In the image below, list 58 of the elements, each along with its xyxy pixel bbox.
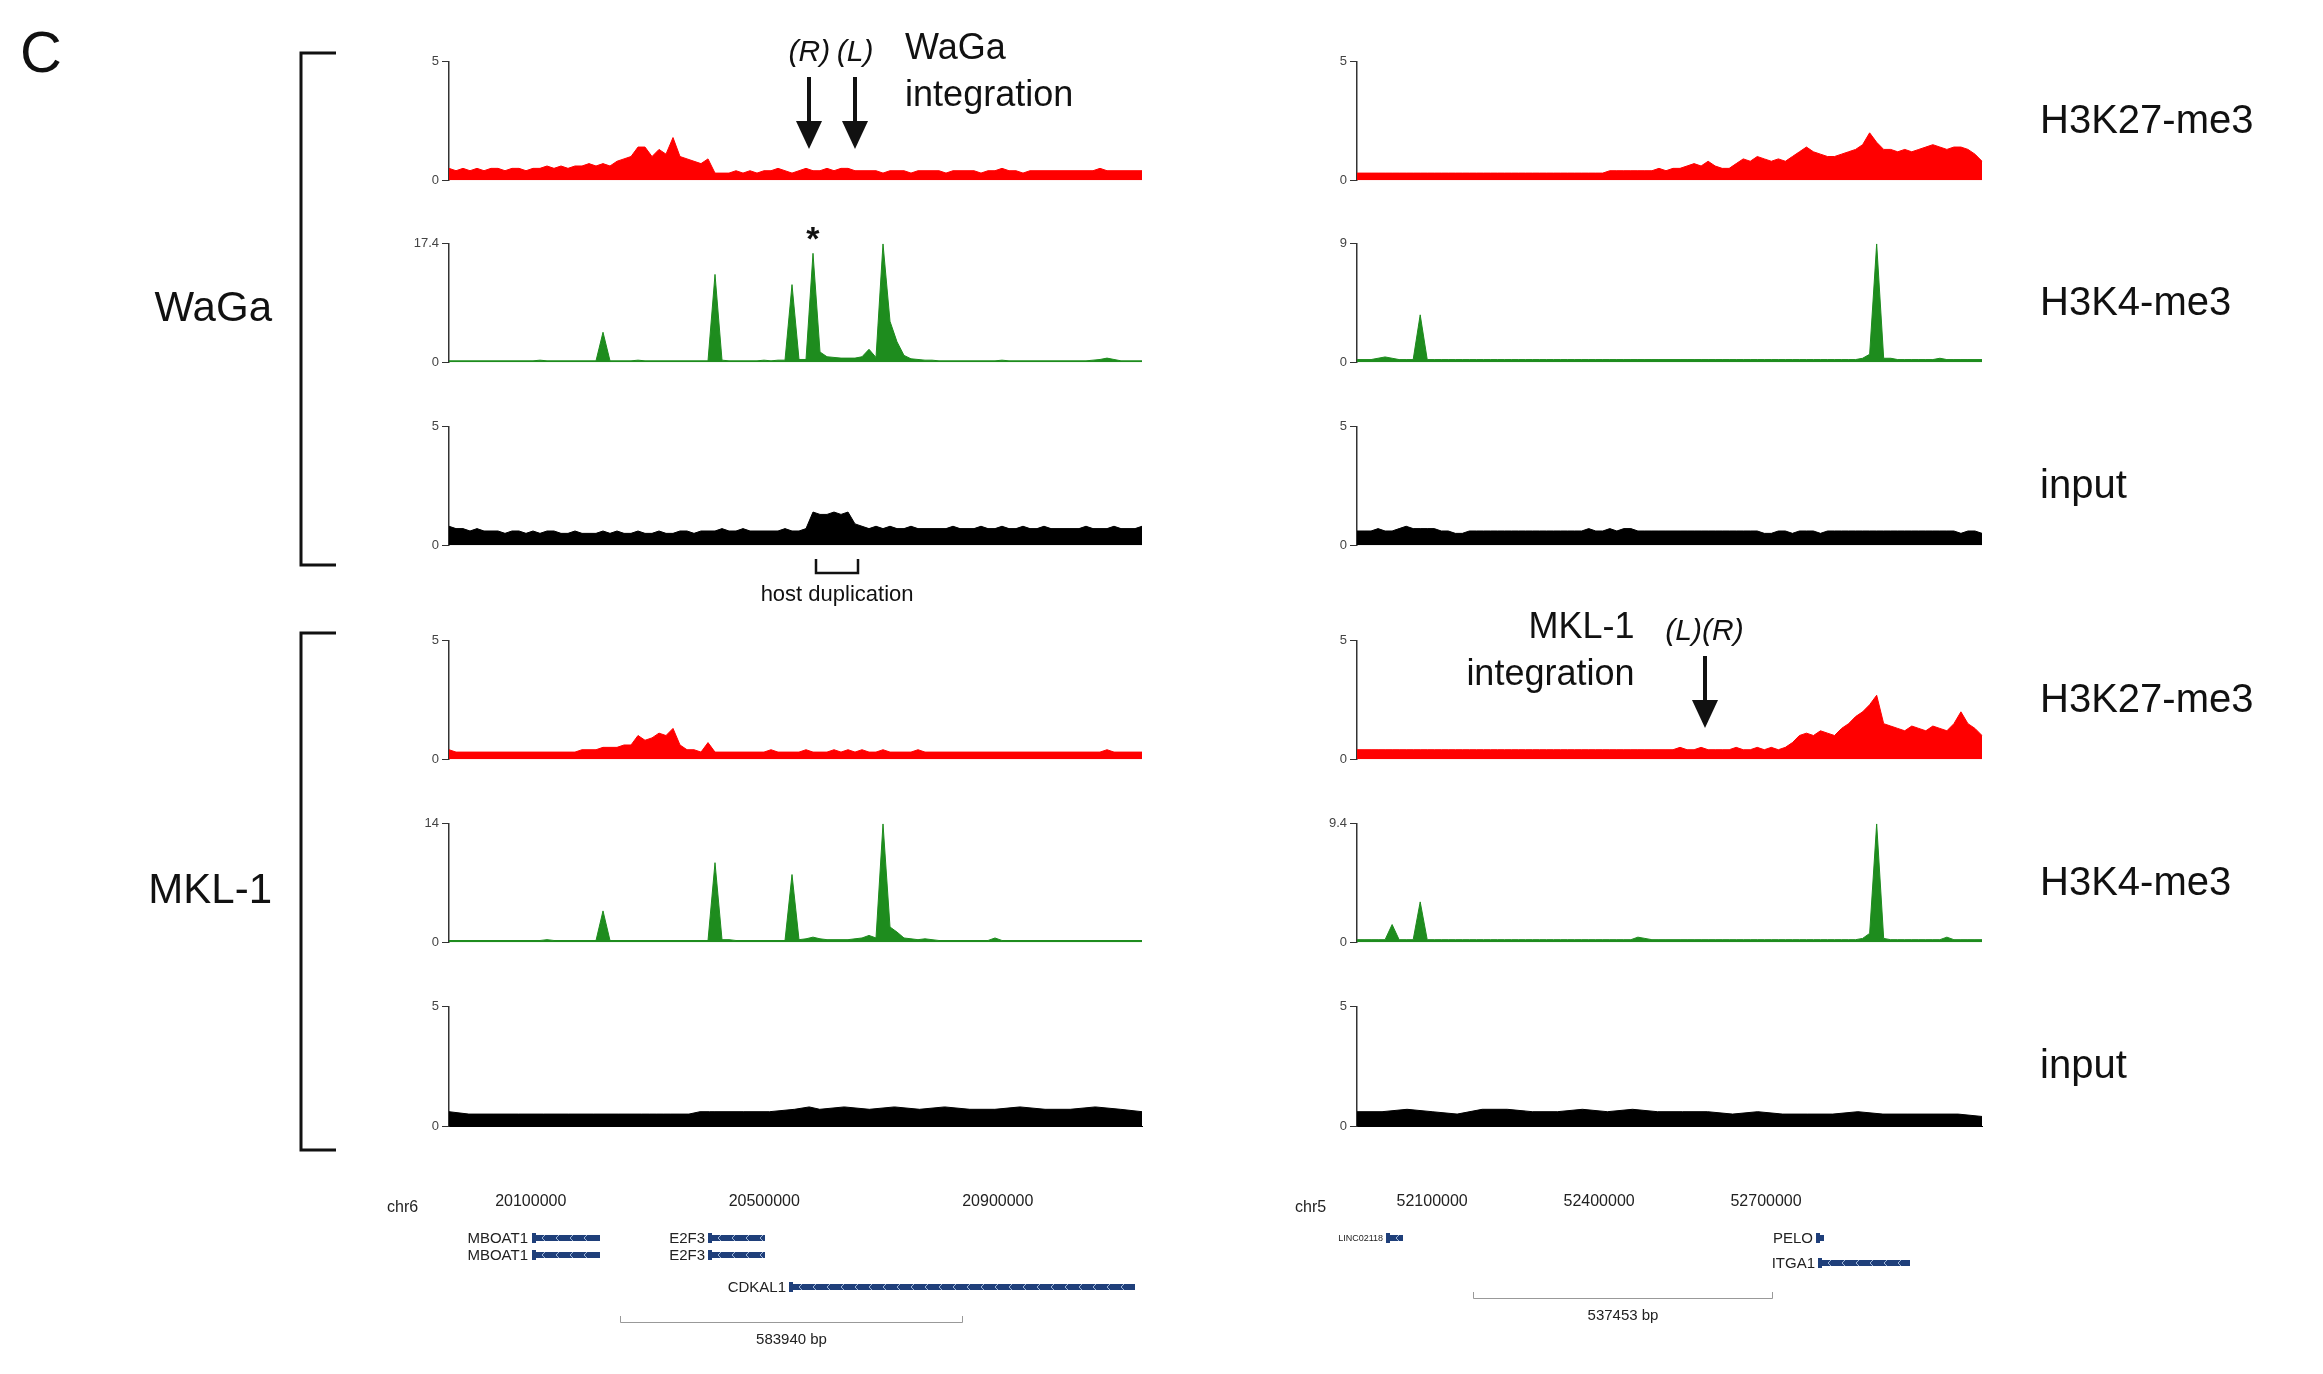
annotation: (R) <box>788 33 831 68</box>
text: H3K27-me3 <box>2040 676 2254 721</box>
y-tick-label: 17.4 <box>413 235 439 251</box>
y-tick-label: 5 <box>431 998 439 1014</box>
text: WaGa <box>154 282 272 331</box>
x-tick-label: 20100000 <box>495 1192 567 1210</box>
y-tick-label: 0 <box>1339 536 1347 552</box>
y-tick-label: 9.4 <box>1328 815 1347 831</box>
text: input <box>2040 462 2127 507</box>
x-axis-title: chr5 <box>1295 1198 1327 1216</box>
annotation: WaGa integration <box>905 24 1075 116</box>
y-tick-label: 5 <box>431 632 439 648</box>
text: 537453 bp <box>1587 1306 1659 1323</box>
text: 583940 bp <box>756 1330 827 1347</box>
y-tick-label: 0 <box>431 933 439 949</box>
y-tick-label: 5 <box>1339 632 1347 648</box>
y-tick-label: 9 <box>1339 235 1347 251</box>
text: H3K4-me3 <box>2040 859 2232 904</box>
y-tick-label: 0 <box>1339 353 1347 369</box>
x-axis-title: chr6 <box>387 1198 419 1216</box>
text: H3K27-me3 <box>2040 97 2254 142</box>
y-tick-label: 5 <box>1339 418 1347 434</box>
text: MBOAT1 <box>467 1246 528 1263</box>
annotation: (L) <box>836 33 874 68</box>
x-tick-label: 52700000 <box>1730 1192 1802 1210</box>
y-tick-label: 14 <box>424 815 439 831</box>
y-tick-label: 0 <box>1339 933 1347 949</box>
x-tick-label: 20900000 <box>962 1192 1034 1210</box>
y-tick-label: 0 <box>1339 1117 1347 1133</box>
text: ITGA1 <box>1771 1254 1815 1271</box>
y-tick-label: 0 <box>1339 750 1347 766</box>
text: input <box>2040 1042 2127 1087</box>
text: MKL-1 <box>148 865 272 913</box>
y-tick-label: 0 <box>431 171 439 187</box>
annotation: (L)(R) <box>1665 612 1744 647</box>
text: H3K4-me3 <box>2040 279 2232 324</box>
y-tick-label: 5 <box>431 418 439 434</box>
text: E2F3 <box>669 1246 705 1263</box>
y-tick-label: 0 <box>431 1117 439 1133</box>
y-tick-label: 5 <box>1339 53 1347 69</box>
text: CDKAL1 <box>727 1278 786 1295</box>
x-tick-label: 20500000 <box>728 1192 800 1210</box>
x-tick-label: 52400000 <box>1563 1192 1635 1210</box>
y-tick-label: 0 <box>431 353 439 369</box>
y-tick-label: 0 <box>1339 171 1347 187</box>
text: E2F3 <box>669 1229 705 1246</box>
text: host duplication <box>760 581 914 608</box>
text: PELO <box>1772 1229 1813 1246</box>
y-tick-label: 0 <box>431 536 439 552</box>
y-tick-label: 0 <box>431 750 439 766</box>
text: C <box>20 18 62 85</box>
text: MBOAT1 <box>467 1229 528 1246</box>
text: LINC02118 <box>1338 1232 1383 1243</box>
y-tick-label: 5 <box>1339 998 1347 1014</box>
annotation: * <box>806 219 820 259</box>
y-tick-label: 5 <box>431 53 439 69</box>
x-tick-label: 52100000 <box>1396 1192 1468 1210</box>
annotation: MKL-1 integration <box>1465 603 1635 695</box>
